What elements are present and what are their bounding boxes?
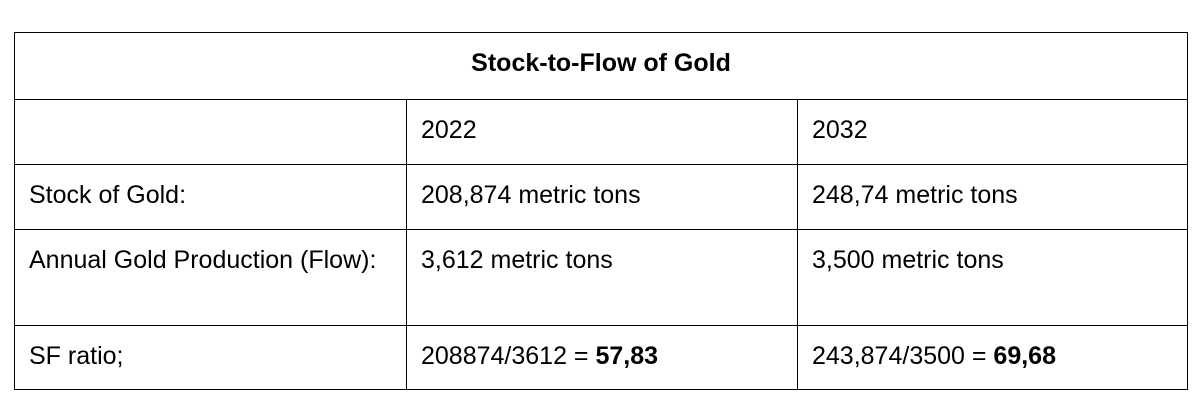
ratio-2032-formula: 243,874/3500 = [812,342,994,370]
table-title-row: Stock-to-Flow of Gold [13,32,1189,100]
table-row: SF ratio; 208874/3612 = 57,83 243,874/35… [14,325,1189,390]
header-cell-2022: 2022 [406,99,798,165]
header-cell-empty [14,99,407,165]
flow-2022-cell: 3,612 metric tons [406,229,798,326]
stock-2032-cell: 248,74 metric tons [796,164,1189,230]
table-row: Stock of Gold: 208,874 metric tons 248,7… [14,164,1189,230]
ratio-2022-cell: 208874/3612 = 57,83 [406,325,798,390]
flow-2032-cell: 3,500 metric tons [796,229,1189,326]
stock-2022-cell: 208,874 metric tons [406,164,798,230]
table-header-row: 2022 2032 [14,99,1189,165]
table-row: Annual Gold Production (Flow): 3,612 met… [14,229,1189,326]
ratio-2032-result: 69,68 [993,342,1056,370]
ratio-2022-result: 57,83 [595,342,659,370]
row-label-ratio: SF ratio; [14,325,407,390]
ratio-2032-cell: 243,874/3500 = 69,68 [796,325,1189,390]
row-label-stock: Stock of Gold: [14,164,407,230]
header-cell-2032: 2032 [796,99,1189,165]
ratio-2022-formula: 208874/3612 = [421,342,596,370]
stock-to-flow-table: Stock-to-Flow of Gold 2022 2032 Stock of… [13,32,1189,390]
table-title: Stock-to-Flow of Gold [13,32,1189,100]
row-label-flow: Annual Gold Production (Flow): [14,229,407,326]
